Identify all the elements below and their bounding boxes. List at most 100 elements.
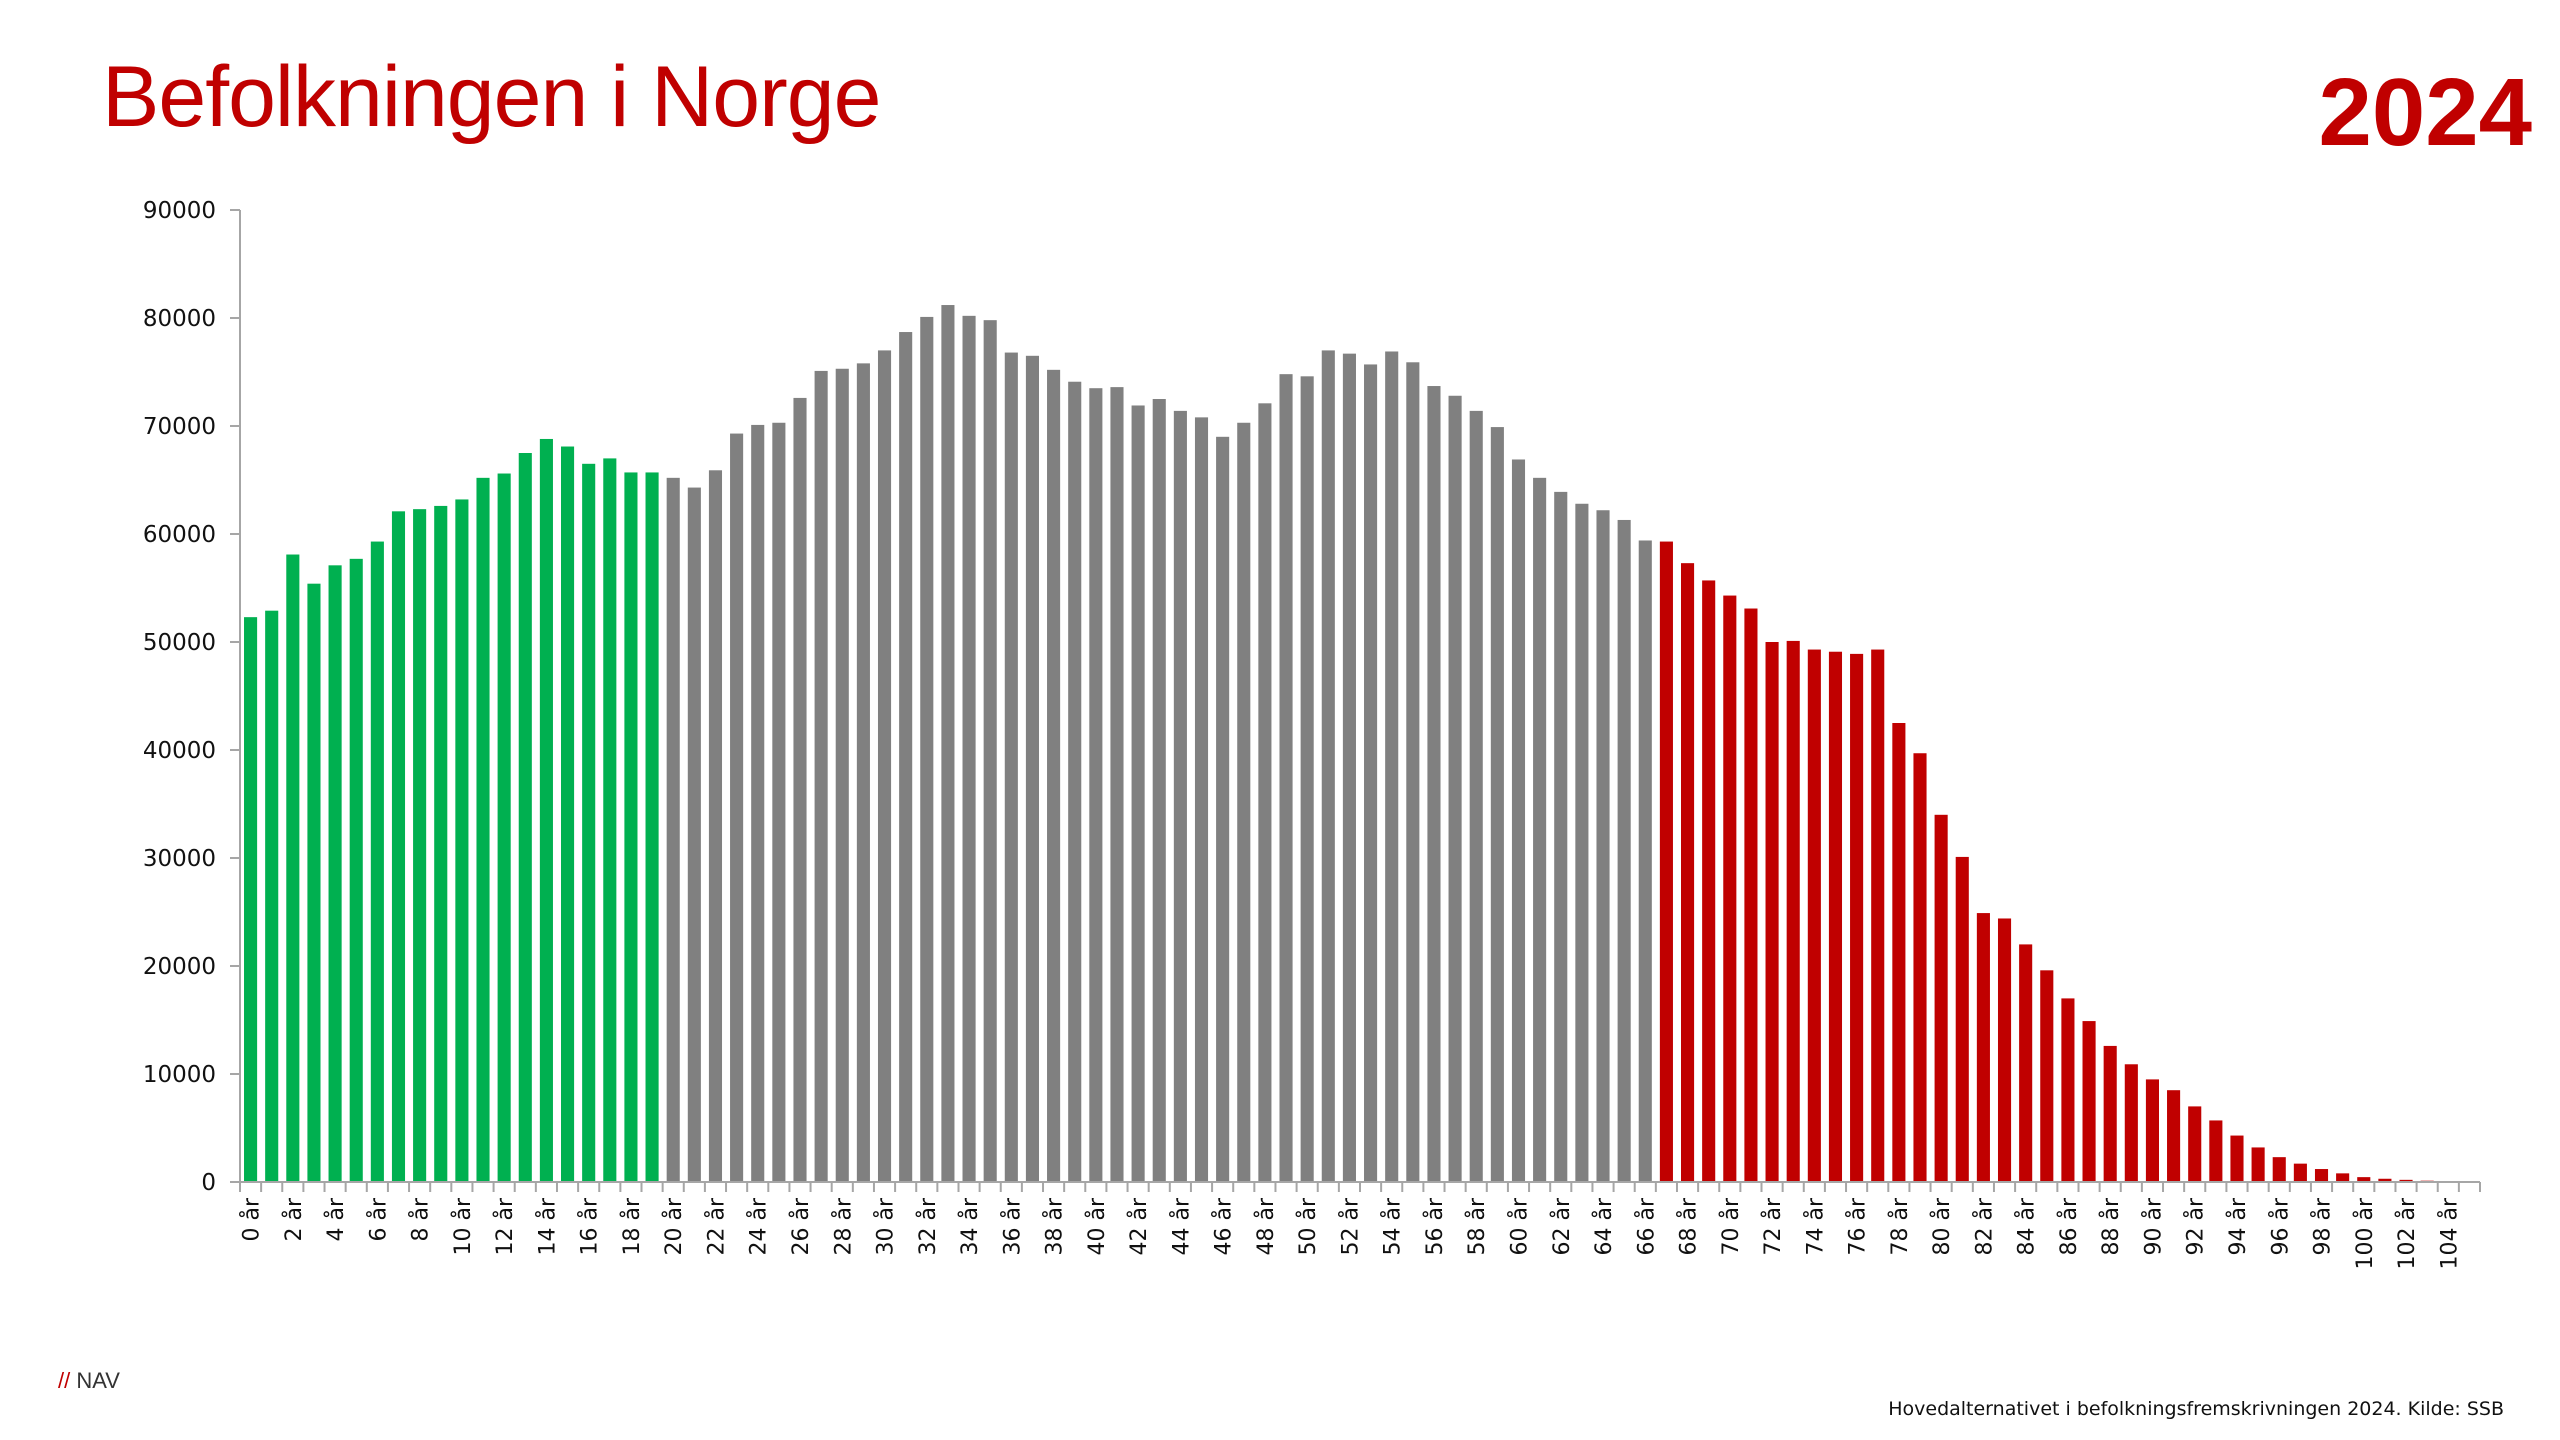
bar-42-ar <box>1131 405 1145 1183</box>
bar-73-ar <box>1786 640 1800 1182</box>
x-tick-label: 28 år <box>830 1197 856 1255</box>
bar-91-ar <box>2167 1090 2181 1182</box>
bar-19-ar <box>645 472 659 1182</box>
bar-102-ar <box>2399 1179 2413 1182</box>
bar-63-ar <box>1575 503 1589 1182</box>
bar-48-ar <box>1258 403 1272 1182</box>
x-tick-label: 72 år <box>1760 1197 1786 1255</box>
x-tick-label: 12 år <box>492 1197 518 1255</box>
bar-35-ar <box>983 320 997 1182</box>
bar-94-ar <box>2230 1135 2244 1182</box>
x-tick-label: 58 år <box>1464 1197 1490 1255</box>
x-tick-label: 94 år <box>2225 1197 2251 1255</box>
x-tick-label: 18 år <box>619 1197 645 1255</box>
bar-72-ar <box>1765 642 1779 1182</box>
x-tick-label: 30 år <box>873 1197 899 1255</box>
bar-52-ar <box>1342 353 1356 1182</box>
bar-53-ar <box>1364 364 1378 1182</box>
x-tick-label: 24 år <box>746 1197 772 1255</box>
x-tick-label: 14 år <box>534 1197 560 1255</box>
x-tick-label: 48 år <box>1253 1197 1279 1255</box>
x-tick-label: 74 år <box>1802 1197 1828 1255</box>
bar-101-ar <box>2378 1178 2392 1182</box>
x-tick-label: 6 år <box>365 1197 391 1241</box>
x-tick-label: 84 år <box>2014 1197 2040 1255</box>
x-tick-label: 66 år <box>1633 1197 1659 1255</box>
bar-68-ar <box>1681 563 1695 1182</box>
source-note: Hovedalternativet i befolkningsfremskriv… <box>1888 1398 2504 1420</box>
brand-slash: // <box>58 1368 71 1393</box>
y-tick-label: 0 <box>201 1170 216 1196</box>
brand-logo: // NAV <box>58 1368 120 1394</box>
bar-41-ar <box>1110 387 1124 1182</box>
x-tick-label: 2 år <box>281 1197 307 1241</box>
bar-15-ar <box>561 446 575 1182</box>
x-tick-label: 88 år <box>2098 1197 2124 1255</box>
bar-95-ar <box>2251 1147 2265 1182</box>
bar-29-ar <box>856 363 870 1182</box>
brand-name: NAV <box>76 1368 120 1393</box>
bar-6-ar <box>370 541 384 1182</box>
bar-26-ar <box>793 397 807 1182</box>
bar-11-ar <box>476 477 490 1183</box>
bar-92-ar <box>2188 1106 2202 1182</box>
x-tick-label: 40 år <box>1084 1197 1110 1255</box>
x-tick-label: 76 år <box>1845 1197 1871 1255</box>
bar-97-ar <box>2293 1163 2307 1182</box>
x-tick-label: 90 år <box>2140 1197 2166 1255</box>
x-tick-label: 102 år <box>2394 1197 2420 1269</box>
bar-99-ar <box>2336 1173 2350 1182</box>
bar-70-ar <box>1723 595 1737 1182</box>
x-tick-label: 50 år <box>1295 1197 1321 1255</box>
x-tick-label: 82 år <box>1971 1197 1997 1255</box>
x-tick-label: 46 år <box>1211 1197 1237 1255</box>
bar-13-ar <box>518 453 532 1182</box>
bar-22-ar <box>708 470 723 1182</box>
bar-27-ar <box>814 370 828 1182</box>
y-tick-label: 30000 <box>143 846 216 872</box>
y-tick-label: 10000 <box>143 1062 216 1088</box>
bar-83-ar <box>1997 918 2012 1182</box>
bar-33-ar <box>941 305 955 1182</box>
bar-75-ar <box>1828 651 1843 1182</box>
bar-80-ar <box>1934 814 1948 1182</box>
bar-47-ar <box>1237 422 1251 1182</box>
bar-69-ar <box>1702 580 1716 1182</box>
y-tick-label: 60000 <box>143 522 216 548</box>
bar-55-ar <box>1406 362 1420 1182</box>
bar-66-ar <box>1638 540 1652 1182</box>
x-tick-label: 38 år <box>1042 1197 1068 1255</box>
bar-4-ar <box>328 565 342 1182</box>
x-tick-label: 70 år <box>1718 1197 1744 1255</box>
bar-3-ar <box>307 583 321 1182</box>
bar-71-ar <box>1744 608 1758 1182</box>
bar-23-ar <box>730 433 744 1182</box>
x-tick-label: 42 år <box>1126 1197 1152 1255</box>
bar-61-ar <box>1533 477 1547 1183</box>
x-tick-label: 8 år <box>408 1197 434 1241</box>
x-tick-label: 52 år <box>1337 1197 1363 1255</box>
bar-37-ar <box>1025 355 1039 1182</box>
bar-57-ar <box>1448 395 1462 1182</box>
bar-74-ar <box>1807 649 1821 1182</box>
x-axis: 0 år 2 år 4 år 6 år 8 år 10 år 12 år 14 år 16 år… <box>239 1181 2481 1270</box>
bar-0-ar <box>244 617 258 1182</box>
bar-2-ar <box>286 554 300 1182</box>
bar-7-ar <box>391 511 406 1182</box>
x-tick-label: 4 år <box>323 1197 349 1241</box>
bar-17-ar <box>603 458 617 1182</box>
bar-1-ar <box>265 610 279 1182</box>
bar-64-ar <box>1596 510 1610 1182</box>
bar-88-ar <box>2103 1045 2117 1182</box>
bar-51-ar <box>1321 350 1335 1182</box>
x-tick-label: 0 år <box>239 1197 265 1241</box>
bar-21-ar <box>687 487 701 1182</box>
bar-39-ar <box>1068 381 1082 1183</box>
x-tick-label: 78 år <box>1887 1197 1913 1255</box>
chart-title: Befolkningen i Norge <box>102 49 881 145</box>
bar-36-ar <box>1004 352 1018 1182</box>
x-tick-label: 20 år <box>661 1197 687 1255</box>
bar-59-ar <box>1490 427 1504 1183</box>
bar-56-ar <box>1427 386 1441 1182</box>
